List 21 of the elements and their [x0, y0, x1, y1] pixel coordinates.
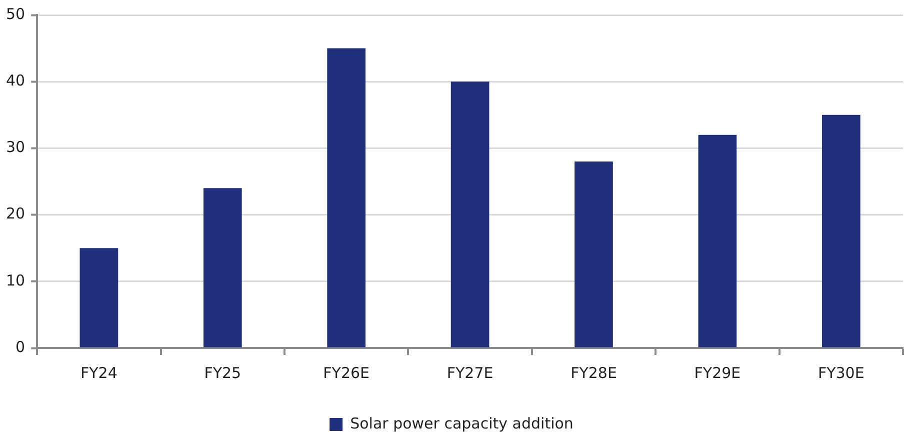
bar	[327, 48, 366, 348]
x-tick-label: FY25	[204, 364, 242, 382]
x-tick-label: FY24	[80, 364, 118, 382]
bar	[698, 134, 737, 348]
x-tick-label: FY28E	[570, 364, 617, 382]
y-tick-label: 30	[6, 138, 26, 156]
bar	[80, 248, 118, 348]
y-tick-label: 20	[6, 204, 26, 223]
x-tick-label: FY30E	[818, 364, 864, 382]
bar	[574, 162, 613, 348]
x-tick-label: FY27E	[446, 364, 494, 382]
bar	[450, 82, 490, 348]
y-tick-label: 40	[6, 71, 26, 90]
y-tick-label: 50	[6, 4, 26, 23]
y-tick-label: 0	[16, 338, 26, 356]
bar	[203, 188, 242, 348]
bar	[822, 114, 860, 348]
legend-label: Solar power capacity addition	[350, 414, 574, 432]
x-tick-label: FY29E	[694, 364, 741, 382]
y-tick-label: 10	[6, 271, 26, 290]
x-tick-label: FY26E	[323, 364, 370, 382]
